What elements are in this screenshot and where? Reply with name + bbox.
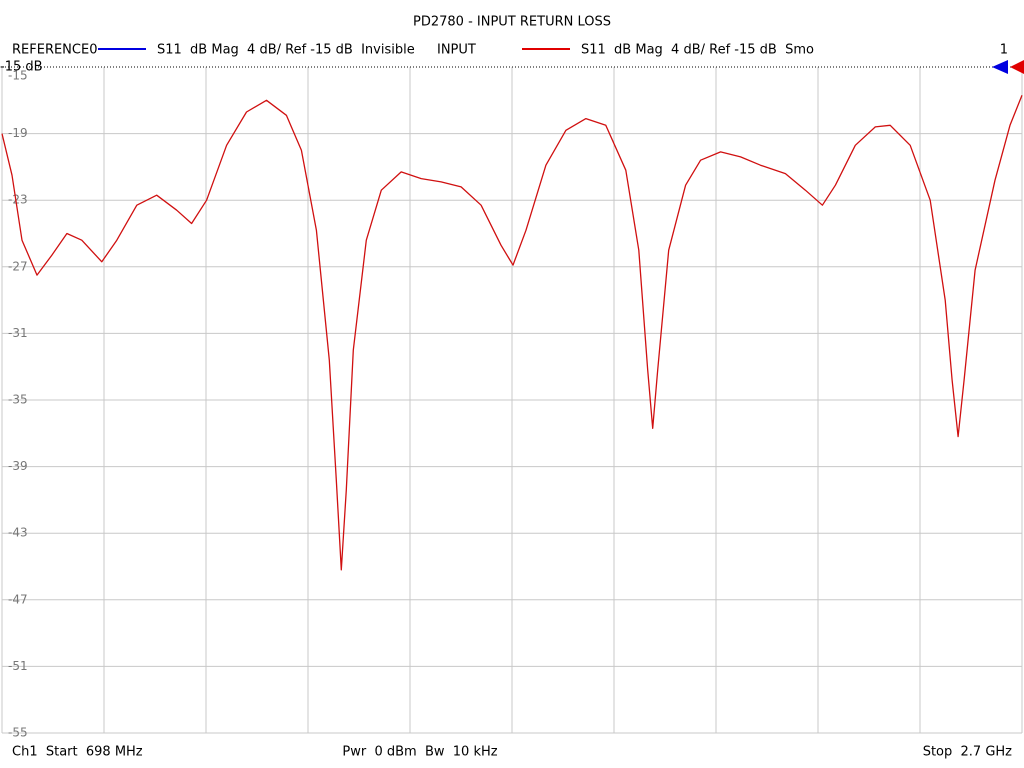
y-tick-label: -27 — [8, 259, 28, 273]
y-tick-label: -39 — [8, 459, 28, 473]
y-tick-label: -35 — [8, 393, 28, 407]
y-tick-label: -31 — [8, 326, 28, 340]
legend-text: S11 dB Mag 4 dB/ Ref -15 dB Smo — [581, 43, 814, 58]
y-tick-label: -43 — [8, 526, 28, 540]
y-tick-label: -15 — [8, 69, 28, 83]
legend-label: REFERENCE0 — [12, 43, 97, 58]
reference-marker — [1010, 60, 1024, 74]
footer-stop: Stop 2.7 GHz — [923, 745, 1012, 760]
marker-label: 1 — [1000, 43, 1008, 58]
y-tick-label: -51 — [8, 659, 28, 673]
reference-marker — [992, 60, 1008, 74]
y-tick-label: -19 — [8, 126, 28, 140]
legend-text: S11 dB Mag 4 dB/ Ref -15 dB Invisible — [157, 43, 415, 58]
legend-label: INPUT — [437, 43, 476, 58]
y-tick-label: -23 — [8, 193, 28, 207]
y-tick-label: -55 — [8, 726, 28, 740]
footer-power: Pwr 0 dBm Bw 10 kHz — [342, 745, 497, 760]
footer-start: Ch1 Start 698 MHz — [12, 745, 143, 760]
y-tick-label: -47 — [8, 592, 28, 606]
reference-label: -15 dB — [0, 60, 43, 75]
trace — [1, 95, 1023, 571]
chart-title: PD2780 - INPUT RETURN LOSS — [413, 15, 611, 30]
